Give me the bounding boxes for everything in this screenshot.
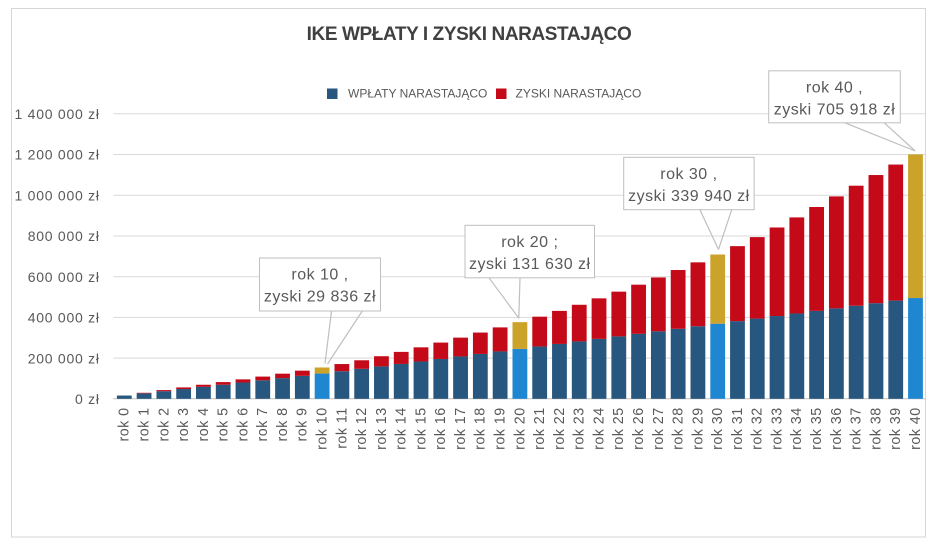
svg-text:IKE WPŁATY I ZYSKI NARASTAJĄCO: IKE WPŁATY I ZYSKI NARASTAJĄCO [307,24,632,45]
svg-text:zyski 29 836 zł: zyski 29 836 zł [264,289,376,306]
svg-text:rok 17: rok 17 [453,407,469,449]
svg-text:rok 7: rok 7 [255,407,271,441]
svg-text:rok 33: rok 33 [769,407,785,449]
svg-text:rok 35: rok 35 [809,407,825,449]
svg-text:rok 1: rok 1 [136,407,152,441]
svg-text:rok 8: rok 8 [275,407,291,441]
svg-text:rok 30: rok 30 [710,407,726,449]
svg-text:ZYSKI NARASTAJĄCO: ZYSKI NARASTAJĄCO [516,87,642,101]
svg-text:rok 14: rok 14 [394,407,410,449]
svg-text:rok 40: rok 40 [908,407,924,449]
svg-text:rok 38: rok 38 [868,407,884,449]
svg-text:zyski 339 940 zł: zyski 339 940 zł [628,188,750,205]
svg-text:rok 12: rok 12 [354,407,370,449]
svg-text:rok 9: rok 9 [295,407,311,441]
svg-text:rok 4: rok 4 [196,407,212,441]
svg-text:rok 25: rok 25 [611,407,627,449]
svg-text:zyski 705 918 zł: zyski 705 918 zł [774,101,896,118]
svg-text:rok 18: rok 18 [473,407,489,449]
svg-text:1 400 000 zł: 1 400 000 zł [15,106,100,122]
svg-text:rok 11: rok 11 [334,407,350,448]
svg-text:zyski 131 630 zł: zyski 131 630 zł [469,256,591,273]
svg-text:rok 34: rok 34 [789,407,805,449]
svg-text:rok 40 ,: rok 40 , [806,79,863,96]
svg-text:rok 0: rok 0 [117,407,133,441]
svg-text:rok 23: rok 23 [572,407,588,449]
svg-text:rok 36: rok 36 [829,407,845,449]
svg-text:rok 22: rok 22 [552,407,568,449]
svg-text:0 zł: 0 zł [75,391,100,407]
svg-text:200 000 zł: 200 000 zł [28,350,100,366]
svg-text:rok 10 ,: rok 10 , [291,267,348,284]
svg-text:1 200 000 zł: 1 200 000 zł [15,147,100,163]
svg-text:1 000 000 zł: 1 000 000 zł [15,187,100,203]
svg-text:rok 29: rok 29 [690,407,706,449]
svg-text:rok 32: rok 32 [750,407,766,449]
svg-text:rok 31: rok 31 [730,407,746,449]
svg-text:rok 37: rok 37 [849,407,865,449]
svg-text:600 000 zł: 600 000 zł [28,269,100,285]
svg-text:rok 6: rok 6 [235,407,251,441]
svg-text:rok 5: rok 5 [216,407,232,441]
svg-text:WPŁATY NARASTAJĄCO: WPŁATY NARASTAJĄCO [348,87,487,101]
svg-text:rok 27: rok 27 [651,407,667,449]
svg-text:rok 2: rok 2 [156,407,172,441]
svg-text:rok 13: rok 13 [374,407,390,449]
svg-text:rok 26: rok 26 [631,407,647,449]
svg-text:400 000 zł: 400 000 zł [28,310,100,326]
svg-text:rok 30 ,: rok 30 , [660,166,717,183]
svg-text:rok 10: rok 10 [315,407,331,449]
svg-text:rok 39: rok 39 [888,407,904,449]
svg-text:800 000 zł: 800 000 zł [28,228,100,244]
svg-text:rok 24: rok 24 [591,407,607,449]
svg-text:rok 19: rok 19 [493,407,509,449]
svg-text:rok 28: rok 28 [671,407,687,449]
svg-text:rok 16: rok 16 [433,407,449,449]
svg-text:rok 20: rok 20 [512,407,528,449]
svg-text:rok 3: rok 3 [176,407,192,441]
svg-text:rok 15: rok 15 [413,407,429,449]
svg-text:rok 20 ;: rok 20 ; [501,234,558,251]
svg-text:rok 21: rok 21 [532,407,548,449]
